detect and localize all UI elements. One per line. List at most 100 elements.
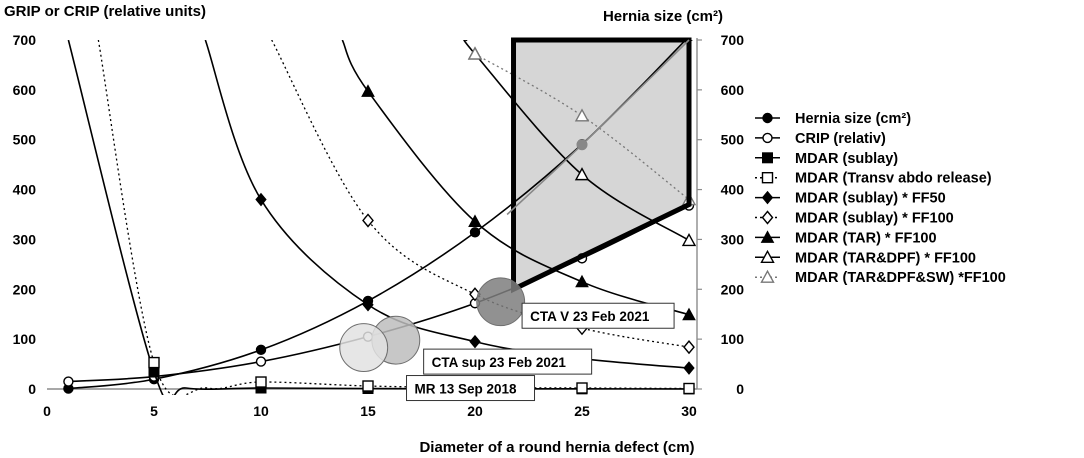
right-axis-title: Hernia size (cm²) [603, 8, 723, 25]
x-tick-label: 25 [574, 403, 590, 419]
left-y-tick-label: 700 [13, 32, 37, 48]
annotation-text-2: MR 13 Sep 2018 [415, 382, 518, 397]
x-axis-title: Diameter of a round hernia defect (cm) [419, 439, 694, 456]
legend-item-3: MDAR (Transv abdo release) [755, 171, 992, 187]
x-tick-label: 10 [253, 403, 269, 419]
legend-label: Hernia size (cm²) [795, 111, 911, 127]
x-tick-label: 20 [467, 403, 483, 419]
annotation-box-0 [521, 302, 675, 329]
x-tick-label: 15 [360, 403, 376, 419]
series-8 [467, 46, 697, 206]
bubble-0 [476, 277, 526, 327]
left-y-tick-label: 300 [13, 231, 37, 247]
data-point [681, 232, 697, 247]
shaded-region-outline [511, 37, 692, 294]
data-point [255, 376, 267, 388]
legend-label: MDAR (sublay) * FF50 [795, 191, 946, 207]
data-point [255, 344, 267, 356]
data-point [762, 112, 773, 124]
legend-item-2: MDAR (sublay) [755, 151, 898, 167]
shaded-region [513, 40, 689, 290]
legend-background [783, 104, 1063, 294]
legend-label: MDAR (sublay) * FF100 [795, 211, 954, 227]
data-point [760, 249, 775, 263]
left-y-tick-label: 0 [28, 381, 36, 397]
data-point [63, 376, 74, 387]
series-line [67, 40, 690, 395]
data-point [255, 192, 267, 207]
legend-label: MDAR (TAR) * FF100 [795, 230, 937, 246]
legend: Hernia size (cm²) CRIP (relativ) MDAR (sub… [755, 104, 1063, 294]
shaded-region-fill [513, 40, 689, 290]
data-point [362, 213, 374, 228]
annotation-box-1 [423, 348, 593, 375]
data-point [761, 210, 774, 225]
grey-hernia-marker [576, 139, 588, 151]
annotation-box-2 [406, 375, 536, 402]
left-axis-title: GRIP or CRIP (relative units) [4, 3, 206, 20]
data-point [469, 227, 481, 238]
overlay-group [339, 37, 692, 373]
left-y-tick-label: 100 [13, 331, 37, 347]
legend-item-6: MDAR (TAR) * FF100 [755, 230, 937, 246]
data-point [148, 356, 160, 369]
data-point [683, 382, 695, 395]
right-y-tick-label: 600 [721, 82, 745, 98]
series-6 [341, 40, 696, 321]
legend-item-0: Hernia size (cm²) [755, 111, 911, 127]
data-point [762, 132, 773, 144]
data-point [574, 167, 590, 181]
data-point [255, 356, 267, 367]
right-y-tick-label: 400 [721, 182, 745, 198]
annotation-group: CTA V 23 Feb 2021 CTA sup 23 Feb 2021 MR 1… [406, 302, 675, 402]
data-point [576, 382, 588, 394]
data-point [467, 46, 483, 60]
data-point [361, 84, 375, 97]
left-y-tick-label: 500 [13, 132, 37, 148]
series-line [463, 40, 690, 242]
legend-item-7: MDAR (TAR&DPF) * FF100 [755, 249, 976, 266]
right-y-tick-label: 100 [721, 331, 745, 347]
data-point [148, 366, 160, 378]
annotation-text-1: CTA sup 23 Feb 2021 [432, 355, 567, 370]
series-line [97, 40, 690, 395]
data-point [761, 171, 774, 184]
annotation-text-0: CTA V 23 Feb 2021 [530, 309, 650, 324]
right-y-tick-label: 0 [736, 381, 744, 397]
data-point [760, 269, 775, 283]
data-point [362, 380, 374, 392]
data-point [469, 334, 481, 349]
x-tick-label: 0 [43, 403, 51, 419]
legend-label: MDAR (sublay) [795, 151, 898, 167]
left-y-tick-label: 600 [13, 82, 37, 98]
legend-item-4: MDAR (sublay) * FF50 [755, 191, 946, 207]
x-tick-label: 30 [681, 403, 697, 419]
legend-label: CRIP (relativ) [795, 131, 886, 147]
legend-label: MDAR (TAR&DPF&SW) *FF100 [795, 270, 1006, 286]
series-line [271, 40, 690, 348]
legend-item-5: MDAR (sublay) * FF100 [755, 210, 954, 227]
data-point [683, 340, 695, 355]
data-point [362, 297, 374, 312]
data-point [575, 274, 589, 288]
x-tick-label: 5 [150, 403, 158, 419]
right-y-tick-label: 300 [721, 231, 745, 247]
legend-item-8: MDAR (TAR&DPF&SW) *FF100 [755, 269, 1006, 286]
data-point [760, 230, 775, 243]
legend-item-1: CRIP (relativ) [755, 131, 886, 147]
legend-label: MDAR (TAR&DPF) * FF100 [795, 250, 976, 266]
left-y-tick-label: 200 [13, 281, 37, 297]
data-point [683, 361, 695, 375]
right-y-tick-label: 200 [721, 281, 745, 297]
data-point [682, 307, 696, 321]
data-point [574, 108, 590, 122]
bubble-2 [339, 323, 389, 373]
left-y-tick-label: 400 [13, 182, 37, 198]
legend-label: MDAR (Transv abdo release) [795, 171, 992, 187]
data-point [761, 190, 774, 205]
data-point [762, 152, 773, 164]
data-point [468, 214, 482, 227]
right-y-tick-label: 500 [721, 132, 745, 148]
